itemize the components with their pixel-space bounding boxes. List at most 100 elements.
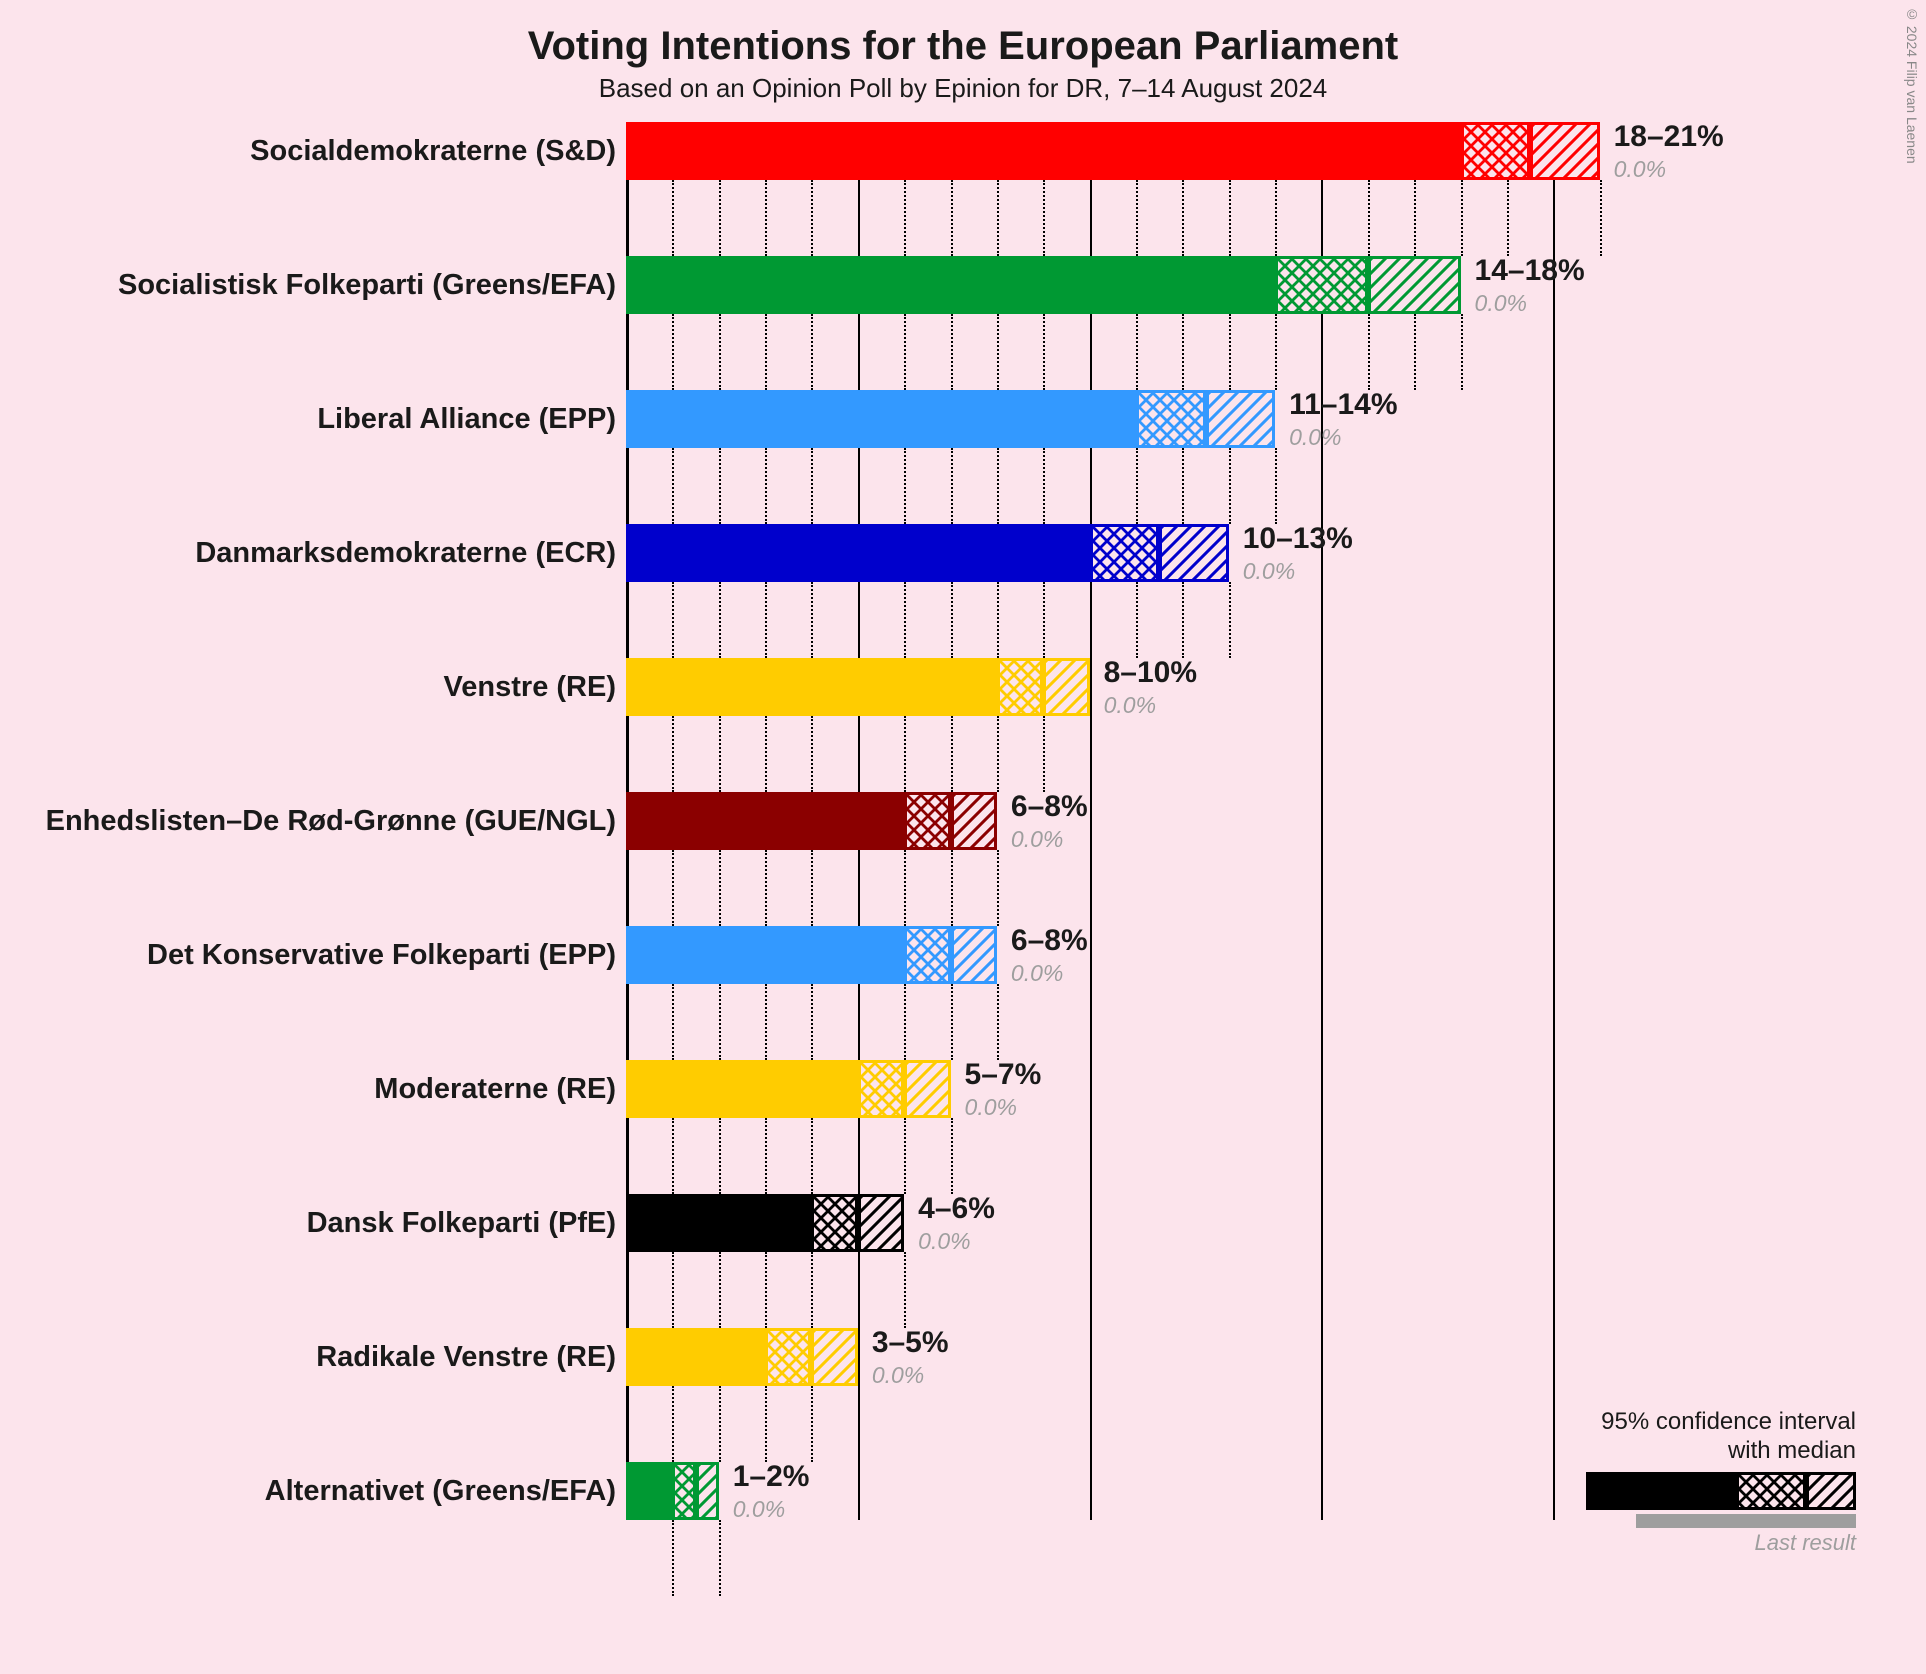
legend-interval-bar xyxy=(1536,1472,1856,1510)
bar-track: 18–21%0.0% xyxy=(626,122,1646,180)
previous-result-label: 0.0% xyxy=(965,1094,1017,1121)
chart-title: Voting Intentions for the European Parli… xyxy=(0,0,1926,69)
gridline-minor xyxy=(811,716,813,792)
gridline-minor xyxy=(672,180,674,256)
gridline-minor xyxy=(719,716,721,792)
gridline-minor xyxy=(1182,448,1184,524)
chart-subtitle: Based on an Opinion Poll by Epinion for … xyxy=(0,69,1926,122)
gridline-minor xyxy=(904,984,906,1060)
bar-crosshatch xyxy=(1275,256,1368,314)
gridline-minor xyxy=(1043,716,1045,792)
value-range-label: 11–14% xyxy=(1289,388,1397,422)
previous-result-label: 0.0% xyxy=(1011,826,1063,853)
gridline-minor xyxy=(1461,180,1463,256)
gridline-minor xyxy=(1414,314,1416,390)
gridline-minor xyxy=(904,850,906,926)
value-range-label: 18–21% xyxy=(1614,120,1724,154)
previous-result-label: 0.0% xyxy=(1104,692,1156,719)
gridline-minor xyxy=(1229,180,1231,256)
bar-diagonal xyxy=(696,1462,719,1520)
gridline-minor xyxy=(1368,314,1370,390)
gridline-minor xyxy=(765,1252,767,1328)
legend-last-result-bar xyxy=(1636,1514,1856,1528)
gridline-minor xyxy=(1600,180,1602,256)
gridline-minor xyxy=(1229,314,1231,390)
value-range-label: 14–18% xyxy=(1475,254,1585,288)
legend-seg-crosshatch xyxy=(1736,1472,1806,1510)
gridline-minor xyxy=(1043,448,1045,524)
bar-solid xyxy=(626,122,1461,180)
value-range-label: 4–6% xyxy=(918,1192,995,1226)
bar-track: 14–18%0.0% xyxy=(626,256,1646,314)
legend: 95% confidence interval with median Last… xyxy=(1536,1408,1856,1556)
gridline-minor xyxy=(997,850,999,926)
value-range-label: 8–10% xyxy=(1104,656,1197,690)
row-label: Danmarksdemokraterne (ECR) xyxy=(195,524,616,582)
bar-solid xyxy=(626,1060,858,1118)
previous-result-label: 0.0% xyxy=(918,1228,970,1255)
bar-crosshatch xyxy=(1136,390,1206,448)
previous-result-label: 0.0% xyxy=(1475,290,1527,317)
gridline-minor xyxy=(765,716,767,792)
gridline-minor xyxy=(997,448,999,524)
bar-diagonal xyxy=(1206,390,1276,448)
bar-crosshatch xyxy=(904,926,950,984)
row-label: Liberal Alliance (EPP) xyxy=(317,390,616,448)
gridline-minor xyxy=(672,1520,674,1596)
bar-diagonal xyxy=(904,1060,950,1118)
bar-diagonal xyxy=(951,792,997,850)
gridline-minor xyxy=(765,1386,767,1462)
previous-result-label: 0.0% xyxy=(1614,156,1666,183)
bar-solid xyxy=(626,792,904,850)
previous-result-label: 0.0% xyxy=(1243,558,1295,585)
gridline-minor xyxy=(811,984,813,1060)
gridline-minor xyxy=(672,1118,674,1194)
gridline-minor xyxy=(1182,314,1184,390)
bar-crosshatch xyxy=(811,1194,857,1252)
bar-solid xyxy=(626,1194,811,1252)
gridline-minor xyxy=(904,314,906,390)
gridline-minor xyxy=(951,448,953,524)
gridline-minor xyxy=(904,1252,906,1328)
gridline-minor xyxy=(1368,180,1370,256)
bar-track: 5–7%0.0% xyxy=(626,1060,1646,1118)
value-range-label: 5–7% xyxy=(965,1058,1042,1092)
gridline-minor xyxy=(951,180,953,256)
bar-track: 6–8%0.0% xyxy=(626,792,1646,850)
bar-track: 11–14%0.0% xyxy=(626,390,1646,448)
gridline-minor xyxy=(1275,448,1277,524)
gridline-minor xyxy=(997,716,999,792)
gridline-minor xyxy=(765,314,767,390)
legend-last-result-label: Last result xyxy=(1536,1530,1856,1556)
gridline-minor xyxy=(951,850,953,926)
gridline-minor xyxy=(672,582,674,658)
gridline-minor xyxy=(811,1118,813,1194)
bar-solid xyxy=(626,1462,672,1520)
gridline-minor xyxy=(951,984,953,1060)
gridline-minor xyxy=(1229,582,1231,658)
gridline-minor xyxy=(1414,180,1416,256)
row-label: Dansk Folkeparti (PfE) xyxy=(307,1194,616,1252)
bar-track: 4–6%0.0% xyxy=(626,1194,1646,1252)
gridline-minor xyxy=(1043,314,1045,390)
chart-row: Liberal Alliance (EPP)11–14%0.0% xyxy=(40,390,1886,524)
row-label: Venstre (RE) xyxy=(444,658,616,716)
gridline-minor xyxy=(811,1252,813,1328)
chart-row: Socialistisk Folkeparti (Greens/EFA)14–1… xyxy=(40,256,1886,390)
legend-line2: with median xyxy=(1728,1437,1856,1464)
chart-row: Moderaterne (RE)5–7%0.0% xyxy=(40,1060,1886,1194)
gridline-minor xyxy=(1182,180,1184,256)
gridline-minor xyxy=(904,582,906,658)
gridline-minor xyxy=(672,1252,674,1328)
value-range-label: 6–8% xyxy=(1011,790,1088,824)
gridline-minor xyxy=(951,314,953,390)
credit-text: © 2024 Filip van Laenen xyxy=(1904,6,1920,164)
previous-result-label: 0.0% xyxy=(1011,960,1063,987)
value-range-label: 10–13% xyxy=(1243,522,1353,556)
row-label: Alternativet (Greens/EFA) xyxy=(265,1462,616,1520)
bar-diagonal xyxy=(1368,256,1461,314)
bar-solid xyxy=(626,256,1275,314)
gridline-minor xyxy=(951,1118,953,1194)
bar-track: 1–2%0.0% xyxy=(626,1462,1646,1520)
bar-track: 10–13%0.0% xyxy=(626,524,1646,582)
